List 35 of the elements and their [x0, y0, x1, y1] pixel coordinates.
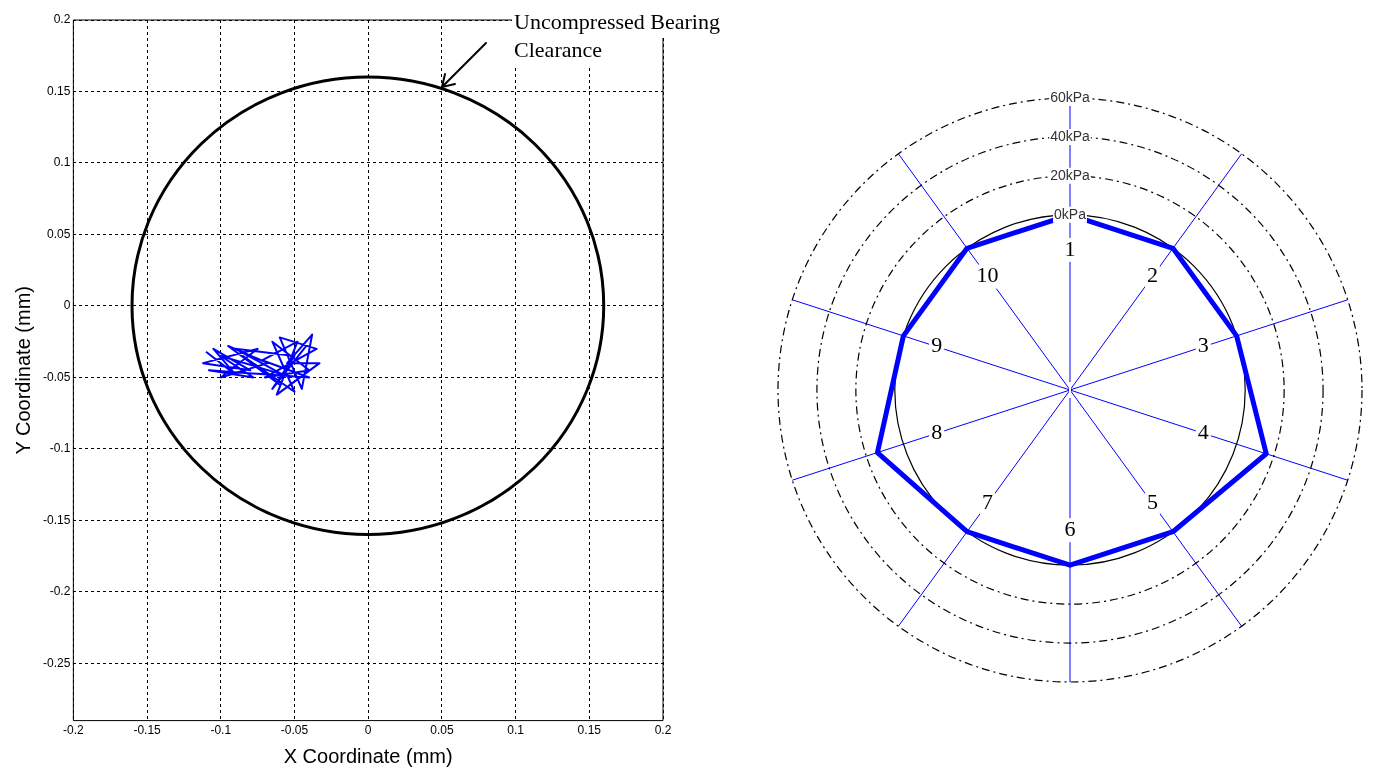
- x-axis-title: X Coordinate (mm): [283, 744, 453, 767]
- y-tick-label: -0.2: [49, 584, 71, 599]
- y-tick-label: 0.1: [53, 155, 71, 170]
- x-tick-label: 0.2: [654, 723, 672, 738]
- y-axis-title: Y Coordinate (mm): [11, 286, 34, 455]
- y-tick-label: 0: [63, 298, 71, 313]
- y-tick-label: 0.2: [53, 12, 71, 27]
- x-tick-label: -0.15: [133, 723, 162, 738]
- spoke-label: 8: [931, 419, 943, 445]
- spoke-label: 2: [1146, 262, 1158, 288]
- x-tick-label: -0.1: [210, 723, 232, 738]
- annotation: Uncompressed Bearing Clearance: [514, 8, 720, 62]
- spoke-label: 9: [931, 332, 943, 358]
- x-tick-label: 0.1: [507, 723, 525, 738]
- y-tick-label: -0.1: [49, 441, 71, 456]
- x-tick-label: 0.05: [430, 723, 454, 738]
- spoke-label: 3: [1197, 332, 1209, 358]
- y-tick-label: -0.15: [42, 512, 71, 527]
- spoke-label: 5: [1146, 489, 1158, 515]
- spoke-label: 7: [982, 489, 994, 515]
- y-tick-label: 20kPa: [1050, 166, 1091, 183]
- y-tick-label: -0.05: [42, 369, 71, 384]
- y-tick-label: 40kPa: [1050, 127, 1091, 144]
- spoke-label: 1: [1064, 235, 1076, 261]
- x-tick-label: -0.2: [63, 723, 85, 738]
- x-tick-label: 0: [364, 723, 372, 738]
- y-tick-label: -0.25: [42, 655, 71, 670]
- y-tick-label: 60kPa: [1050, 88, 1091, 105]
- x-tick-label: -0.05: [280, 723, 309, 738]
- y-tick-label: 0.05: [46, 226, 71, 241]
- spoke-label: 10: [976, 262, 999, 288]
- x-tick-label: 0.15: [577, 723, 602, 738]
- spoke-label: 4: [1197, 419, 1209, 445]
- y-tick-label: 0.15: [46, 83, 71, 98]
- spoke-label: 6: [1064, 515, 1076, 541]
